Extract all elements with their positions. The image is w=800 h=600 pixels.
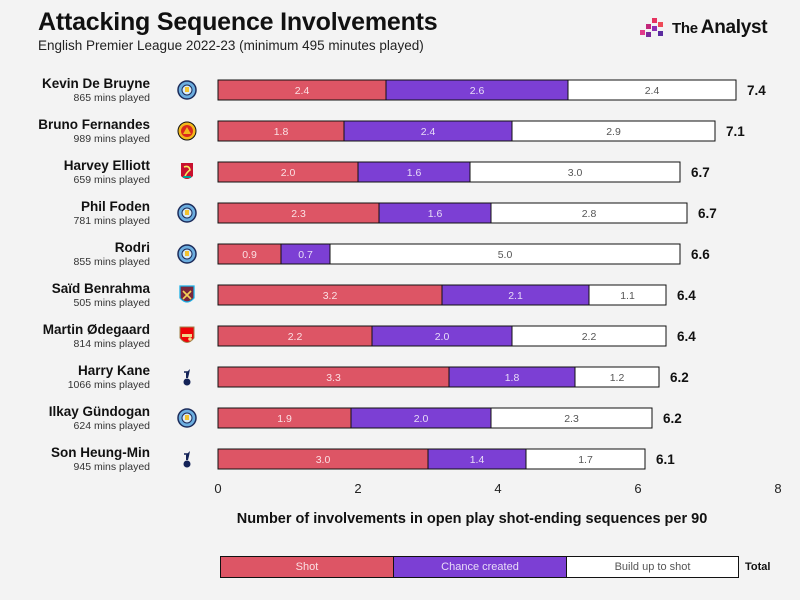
player-minutes: 865 mins played [74, 92, 151, 104]
bar-label-build-up: 1.7 [578, 454, 593, 466]
x-tick-label: 0 [214, 481, 221, 496]
chart-title: Attacking Sequence Involvements [38, 8, 438, 36]
bar-label-chance-created: 1.8 [505, 372, 520, 384]
bar-label-shot: 1.9 [277, 413, 292, 425]
player-name: Harvey Elliott [64, 158, 151, 173]
bar-label-chance-created: 1.4 [470, 454, 485, 466]
player-name: Saïd Benrahma [52, 281, 151, 296]
bar-label-chance-created: 2.0 [414, 413, 429, 425]
bar-label-build-up: 2.8 [582, 208, 597, 220]
bar-label-build-up: 2.9 [606, 126, 621, 138]
bar-segment-build-up [511, 120, 716, 142]
player-name: Phil Foden [81, 199, 150, 214]
bar-total-label: 6.2 [670, 370, 689, 385]
bar-label-shot: 3.3 [326, 372, 341, 384]
brand-logo: The Analyst [640, 16, 768, 40]
bar-label-shot: 2.4 [295, 85, 310, 97]
club-crest-icon [177, 244, 197, 264]
club-crest-icon [177, 80, 197, 100]
bar-segment-build-up [490, 202, 688, 224]
bar-label-shot: 3.0 [316, 454, 331, 466]
brand-analyst: Analyst [700, 17, 768, 38]
bar-total-label: 6.2 [663, 411, 682, 426]
bar-label-build-up: 2.3 [564, 413, 579, 425]
bar-segment-build-up [329, 243, 681, 265]
bar-label-shot: 1.8 [274, 126, 289, 138]
player-minutes: 945 mins played [74, 461, 151, 473]
bar-label-shot: 2.3 [291, 208, 306, 220]
x-axis-label: Number of involvements in open play shot… [237, 511, 708, 527]
bar-label-chance-created: 2.4 [421, 126, 436, 138]
bar-label-chance-created: 2.6 [470, 85, 485, 97]
x-tick-label: 6 [634, 481, 641, 496]
bar-label-build-up: 3.0 [568, 167, 583, 179]
brand-the: The [672, 20, 698, 37]
bar-segment-build-up [525, 448, 646, 470]
bar-total-label: 6.1 [656, 452, 675, 467]
player-name: Martin Ødegaard [43, 322, 150, 337]
legend-build-up: Build up to shot [567, 557, 738, 577]
player-minutes: 989 mins played [74, 133, 151, 145]
player-minutes: 781 mins played [74, 215, 151, 227]
bar-total-label: 6.7 [691, 165, 710, 180]
bar-segment-build-up [511, 325, 667, 347]
club-crest-icon [183, 451, 191, 468]
bar-segment-build-up [567, 79, 737, 101]
bar-total-label: 6.7 [698, 206, 717, 221]
bar-label-build-up: 5.0 [498, 249, 513, 261]
player-name: Bruno Fernandes [38, 117, 150, 132]
player-name: Son Heung-Min [51, 445, 150, 460]
player-minutes: 505 mins played [74, 297, 151, 309]
bar-label-chance-created: 0.7 [298, 249, 313, 261]
x-tick-label: 8 [774, 481, 781, 496]
bar-segment-build-up [469, 161, 681, 183]
bar-label-shot: 3.2 [323, 290, 338, 302]
club-crest-icon [179, 285, 195, 303]
player-minutes: 659 mins played [74, 174, 151, 186]
club-crest-icon [177, 121, 197, 141]
legend: Shot Chance created Build up to shot [220, 556, 739, 578]
bar-label-build-up: 1.2 [610, 372, 625, 384]
bar-label-shot: 2.2 [288, 331, 303, 343]
player-name: Kevin De Bruyne [42, 76, 151, 91]
bar-segment-build-up [574, 366, 660, 388]
bar-total-label: 6.6 [691, 247, 710, 262]
x-tick-label: 4 [494, 481, 501, 496]
stacked-bar-chart: 0 2 4 6 8 Number of involvements in open play… [38, 76, 781, 527]
legend-chance-created: Chance created [394, 557, 567, 577]
bar-total-label: 6.4 [677, 288, 696, 303]
bar-segment-build-up [490, 407, 653, 429]
club-crest-icon [183, 369, 191, 386]
legend-shot: Shot [221, 557, 394, 577]
legend-total: Total [745, 561, 771, 573]
bar-total-label: 7.1 [726, 124, 745, 139]
bar-label-build-up: 2.2 [582, 331, 597, 343]
bar-total-label: 7.4 [747, 83, 766, 98]
club-crest-icon [181, 163, 193, 179]
player-name: Harry Kane [78, 363, 151, 378]
club-crest-icon [177, 203, 197, 223]
player-name: Ilkay Gündogan [49, 404, 150, 419]
bar-label-shot: 0.9 [242, 249, 257, 261]
bar-label-shot: 2.0 [281, 167, 296, 179]
player-name: Rodri [115, 240, 150, 255]
bar-label-chance-created: 2.1 [508, 290, 523, 302]
bar-label-build-up: 2.4 [645, 85, 660, 97]
player-minutes: 624 mins played [74, 420, 151, 432]
bar-label-build-up: 1.1 [620, 290, 635, 302]
chart-subtitle: English Premier League 2022-23 (minimum … [38, 38, 424, 53]
brand-name: The Analyst [672, 17, 768, 39]
club-crest-icon [179, 326, 195, 343]
bar-segment-build-up [588, 284, 667, 306]
x-tick-label: 2 [354, 481, 361, 496]
player-minutes: 1066 mins played [68, 379, 150, 391]
bar-total-label: 6.4 [677, 329, 696, 344]
player-minutes: 855 mins played [74, 256, 151, 268]
analyst-logo-icon [640, 18, 663, 37]
bar-label-chance-created: 1.6 [428, 208, 443, 220]
bar-label-chance-created: 1.6 [407, 167, 422, 179]
bar-label-chance-created: 2.0 [435, 331, 450, 343]
player-minutes: 814 mins played [74, 338, 151, 350]
club-crest-icon [177, 408, 197, 428]
